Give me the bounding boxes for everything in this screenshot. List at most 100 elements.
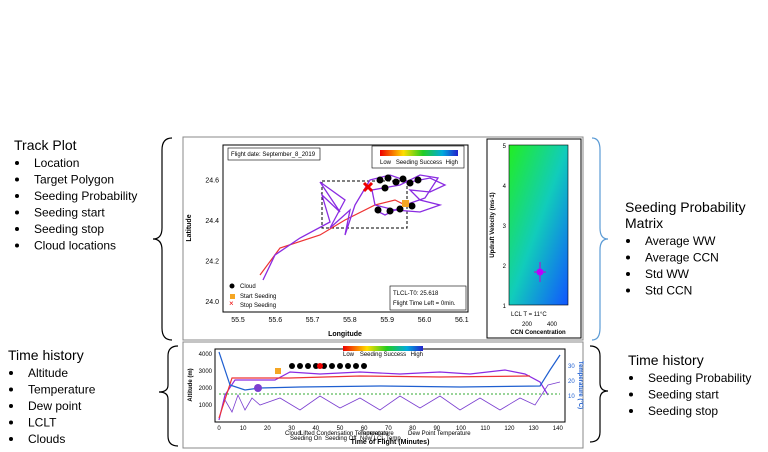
bullet [15, 177, 19, 182]
list-item: Seeding stop [34, 222, 104, 236]
x-label: Time of Flight (Minutes) [351, 439, 430, 446]
matrix-panel [486, 138, 582, 339]
matrix [508, 144, 569, 306]
tick-label: 1000 [199, 403, 213, 409]
colorbar-low: Low [380, 160, 392, 166]
list-item: Target Polygon [34, 173, 114, 187]
tick-label: 120 [504, 426, 515, 432]
tick-label: 2 [503, 264, 507, 270]
bullet [9, 420, 13, 425]
legend-start [230, 294, 235, 299]
list-item: Dew point [28, 399, 82, 413]
lcl-note: LCL T = 11°C [511, 312, 547, 318]
tick-label: 4 [503, 184, 507, 190]
colorbar [343, 346, 423, 351]
list-item: Std CCN [645, 284, 692, 298]
colorbar-high: High [446, 160, 458, 166]
tick-label: 0 [217, 426, 221, 432]
bullet [626, 272, 630, 276]
tick-label: 24.0 [205, 299, 219, 306]
legend-label: Lifted Condensation Temperature [300, 431, 389, 437]
bullet [9, 371, 13, 375]
tick-label: 50 [337, 426, 344, 432]
info: TLCL-T0: 25.618 [393, 291, 439, 297]
colorbar-label: Seeding Success [396, 160, 442, 166]
bullet [15, 210, 19, 215]
tick-label: 30 [568, 364, 575, 370]
list-item: Seeding Probability [648, 371, 751, 385]
bullet [9, 387, 13, 392]
tick-label: 3000 [199, 369, 213, 375]
legend-label: Dew Point Temperature [408, 431, 471, 437]
tick-label: 70 [385, 426, 392, 432]
legend-label: Cloud [240, 284, 256, 290]
legend-label: Stop Seeding [240, 303, 276, 309]
bullet [9, 404, 13, 408]
bullet [626, 288, 630, 293]
y-label: Latitude [186, 214, 193, 241]
legend-label: Temperature [360, 431, 394, 437]
info: Flight Time Left = 0min. [393, 301, 456, 307]
tick-label: 24.2 [205, 259, 219, 266]
tick-label: 80 [409, 426, 416, 432]
tick-label: 55.8 [343, 317, 357, 324]
bullet [626, 239, 630, 243]
y2-label: Temperature (°C) [577, 361, 583, 409]
bullet [15, 243, 19, 248]
tick-label: 400 [547, 322, 558, 328]
list-item: Std WW [645, 267, 690, 281]
altitude [218, 369, 549, 421]
temperature [218, 351, 561, 391]
bullet [626, 255, 630, 260]
tick-label: 1 [503, 304, 507, 310]
x-label: CCN Concentration [510, 330, 566, 336]
section-title: Seeding Probability [625, 199, 746, 215]
colorbar-high: High [411, 352, 423, 358]
tick-label: 200 [522, 322, 533, 328]
bullet [629, 376, 633, 380]
track-purple [262, 174, 447, 281]
stop-seeding [362, 181, 374, 193]
x-label: Longitude [328, 331, 362, 338]
tick-label: 56.0 [418, 317, 432, 324]
tick-label: 56.1 [455, 317, 469, 324]
target-polygon [321, 180, 408, 229]
list-item: Altitude [28, 366, 68, 380]
list-item: Seeding start [34, 206, 105, 220]
cloud-points [374, 174, 422, 215]
colorbar-label: Seeding Success [360, 352, 406, 358]
tick-label: 55.5 [231, 317, 245, 324]
list-item: Seeding start [648, 388, 719, 402]
tick-label: 24.6 [205, 178, 219, 185]
tick-label: 10 [568, 394, 575, 400]
tick-label: 40 [312, 426, 319, 432]
tick-label: 140 [553, 426, 564, 432]
tick-label: 55.9 [380, 317, 394, 324]
time-panel [182, 341, 584, 449]
bullet [15, 161, 19, 165]
list-item: Cloud locations [34, 239, 116, 253]
y-label: Altitude (m) [188, 368, 194, 401]
seeding-on [275, 368, 281, 374]
tick-label: 55.7 [306, 317, 320, 324]
tick-label: 20 [264, 426, 271, 432]
section-title: Time history [628, 352, 704, 368]
tick-label: 3 [503, 224, 507, 230]
tick-label: 2000 [199, 386, 213, 392]
legend-label: Seeding Off [325, 436, 357, 442]
track-red [259, 199, 406, 276]
list-item: Location [34, 156, 79, 170]
list-item: Seeding Probability [34, 189, 137, 203]
section-title: Matrix [625, 215, 663, 231]
list-item: Seeding stop [648, 404, 718, 418]
legend-label: Start Seeding [240, 294, 276, 300]
dew-point [224, 381, 561, 413]
bullet [15, 227, 19, 231]
tick-label: 100 [456, 426, 467, 432]
bullet [15, 194, 19, 198]
colorbar-low: Low [343, 352, 355, 358]
list-item: LCLT [28, 416, 57, 430]
tick-label: 4000 [199, 352, 213, 358]
date-box [227, 147, 321, 161]
